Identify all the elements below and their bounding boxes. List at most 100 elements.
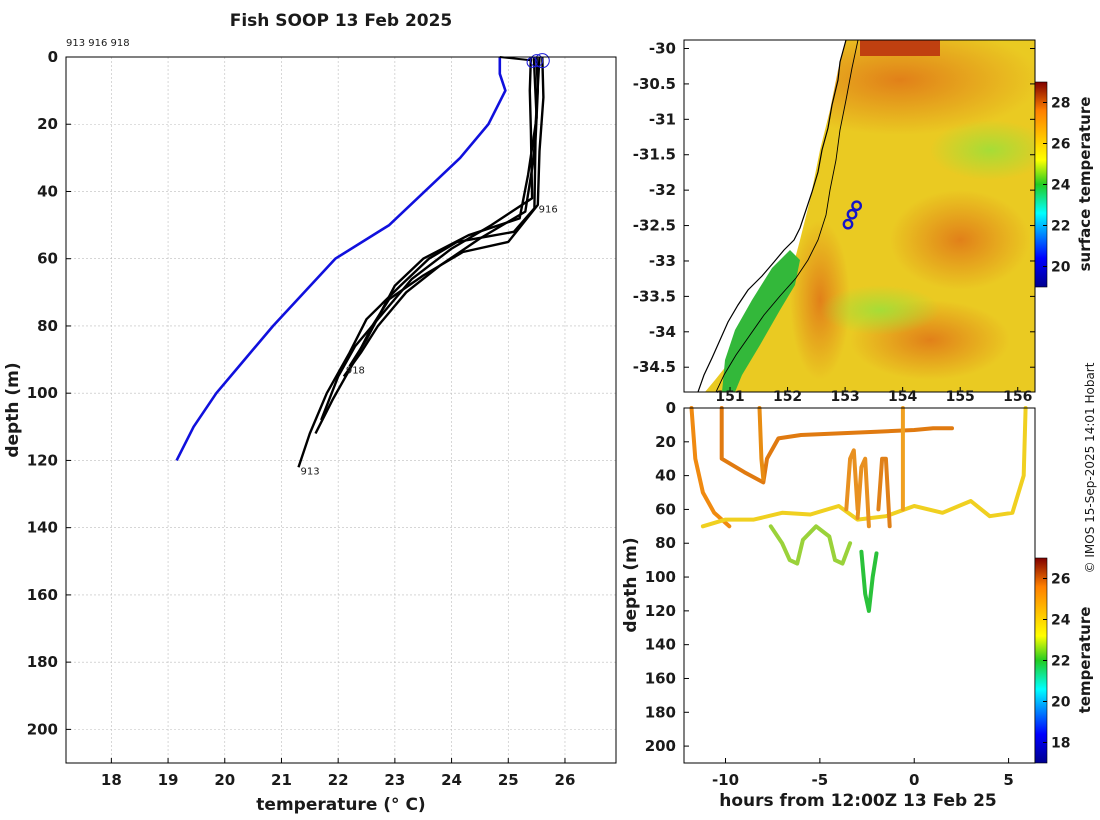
colorbar-tick-label: 22: [1051, 654, 1070, 670]
profile-label: 913: [300, 467, 319, 478]
colorbar-tick-label: 24: [1051, 178, 1071, 194]
x-tick-label: 25: [498, 771, 519, 789]
y-tick-label: 60: [37, 250, 58, 268]
sst-colorbar-label: surface temperature: [1076, 97, 1094, 272]
colorbar-tick-label: 18: [1051, 736, 1070, 752]
profile-line: [348, 56, 538, 367]
sst-warm-core: [860, 40, 940, 56]
profile-panel: Fish SOOP 13 Feb 2025 913 916 918 916 918…: [3, 11, 617, 815]
y-tick-label: 20: [37, 115, 58, 133]
y-tick-label: 40: [37, 182, 58, 200]
sampling-track: [859, 549, 879, 613]
dt-y-tick-label: 0: [666, 399, 676, 417]
sst-map-panel: 151 152 153 154 155 156 -30-30.5-31-31.5-32-3…: [633, 39, 1094, 405]
map-y-ticks: -30 -30.5 -31 -31.5 -32 -32.5 -33 -33.5 -34 -34.5: [633, 39, 1035, 376]
dt-y-tick-label: 100: [645, 568, 676, 586]
depth-time-tracks: [689, 406, 1028, 613]
map-x-ticks: 151 152 153 154 155 156: [715, 387, 1032, 405]
dt-y-tick-label: 120: [645, 602, 676, 620]
y-tick-label: 200: [27, 720, 58, 738]
dt-y-tick-label: 200: [645, 737, 676, 755]
profile-label: 918: [346, 366, 365, 377]
sampling-track: [757, 406, 766, 481]
dt-y-tick-label: 180: [645, 703, 676, 721]
sampling-track: [876, 456, 892, 529]
x-tick-label: 24: [441, 771, 462, 789]
sst-field: [684, 40, 1035, 392]
map-x-tick-label: 155: [946, 389, 975, 405]
shelf-contour: [715, 40, 859, 392]
map-x-tick-label: 154: [888, 389, 917, 405]
depth-time-x-ticks: -10 -5 0 5: [712, 758, 1014, 789]
dt-y-tick-label: 40: [655, 467, 676, 485]
map-y-tick-label: -32.5: [633, 217, 676, 235]
y-tick-label: 120: [27, 451, 58, 469]
coastline: [697, 40, 847, 392]
y-tick-label: 160: [27, 586, 58, 604]
x-tick-label: 21: [271, 771, 292, 789]
surface-marker: [534, 53, 550, 69]
colorbar-tick-label: 22: [1051, 219, 1070, 235]
x-tick-label: 18: [101, 771, 122, 789]
profile-line: [314, 56, 545, 435]
profile-grid: [66, 56, 616, 763]
profile-labels: 916 918 913: [300, 204, 557, 477]
map-x-tick-label: 156: [1003, 389, 1032, 405]
sampling-track: [700, 406, 1028, 529]
y-tick-label: 100: [27, 384, 58, 402]
profile-y-ticks: 0 20 40 60 80 100 120 140 160 180 200: [27, 48, 71, 738]
profile-x-ticks: 18 19 20 21 22 23 24 25 26: [101, 758, 575, 789]
station-marker: [842, 218, 854, 230]
y-tick-label: 80: [37, 317, 58, 335]
colorbar-tick-label: 28: [1051, 96, 1070, 112]
colorbar-tick-label: 26: [1051, 572, 1070, 588]
map-x-tick-label: 152: [773, 389, 802, 405]
x-tick-label: 22: [328, 771, 349, 789]
temperature-colorbar-ticks: 18 20 22 24 26: [1043, 572, 1071, 752]
climatology-line: [175, 57, 507, 461]
map-y-tick-label: -34.5: [633, 358, 676, 376]
map-x-tick-label: 151: [715, 389, 744, 405]
temperature-colorbar-label: temperature: [1076, 607, 1094, 714]
map-y-tick-label: -33: [649, 252, 676, 270]
surface-marker: [530, 54, 544, 68]
dt-y-tick-label: 20: [655, 433, 676, 451]
map-x-tick-label: 153: [830, 389, 859, 405]
station-marker: [846, 208, 858, 220]
station-markers: [842, 200, 863, 230]
y-tick-label: 180: [27, 653, 58, 671]
depth-time-x-axis-label: hours from 12:00Z 13 Feb 25: [719, 791, 997, 811]
surface-connector: [499, 56, 533, 62]
colorbar-tick-label: 26: [1051, 137, 1070, 153]
depth-time-background: [684, 408, 1035, 763]
land-mask: [684, 40, 846, 392]
map-y-tick-label: -30.5: [633, 75, 676, 93]
sampling-track: [844, 448, 860, 512]
map-y-tick-label: -31.5: [633, 146, 676, 164]
depth-time-y-axis-label: depth (m): [621, 537, 641, 632]
dt-x-tick-label: 0: [909, 771, 919, 789]
x-tick-label: 23: [384, 771, 405, 789]
depth-time-panel: -10 -5 0 5 0 20 40 60 80 100 120 140 160 180 200 hour…: [621, 399, 1094, 811]
sampling-track: [719, 406, 954, 485]
y-tick-label: 0: [48, 48, 58, 66]
colorbar-tick-label: 20: [1051, 695, 1071, 711]
station-marker: [851, 200, 863, 212]
dt-x-tick-label: -5: [812, 771, 829, 789]
map-y-tick-label: -33.5: [633, 287, 676, 305]
profile-label: 916: [539, 204, 558, 215]
dt-x-tick-label: -10: [712, 771, 739, 789]
colorbar-tick-label: 24: [1051, 613, 1071, 629]
coastal-green-water: [722, 250, 800, 392]
dt-y-tick-label: 160: [645, 669, 676, 687]
sst-warm-patch: [790, 220, 850, 380]
sampling-track: [689, 406, 732, 529]
profile-header-label: 913 916 918: [66, 38, 130, 49]
x-tick-label: 26: [555, 771, 576, 789]
sampling-track: [768, 524, 853, 566]
dt-y-tick-label: 60: [655, 500, 676, 518]
map-y-tick-label: -34: [649, 323, 676, 341]
colorbar-tick-label: 20: [1051, 260, 1071, 276]
dt-y-tick-label: 80: [655, 534, 676, 552]
